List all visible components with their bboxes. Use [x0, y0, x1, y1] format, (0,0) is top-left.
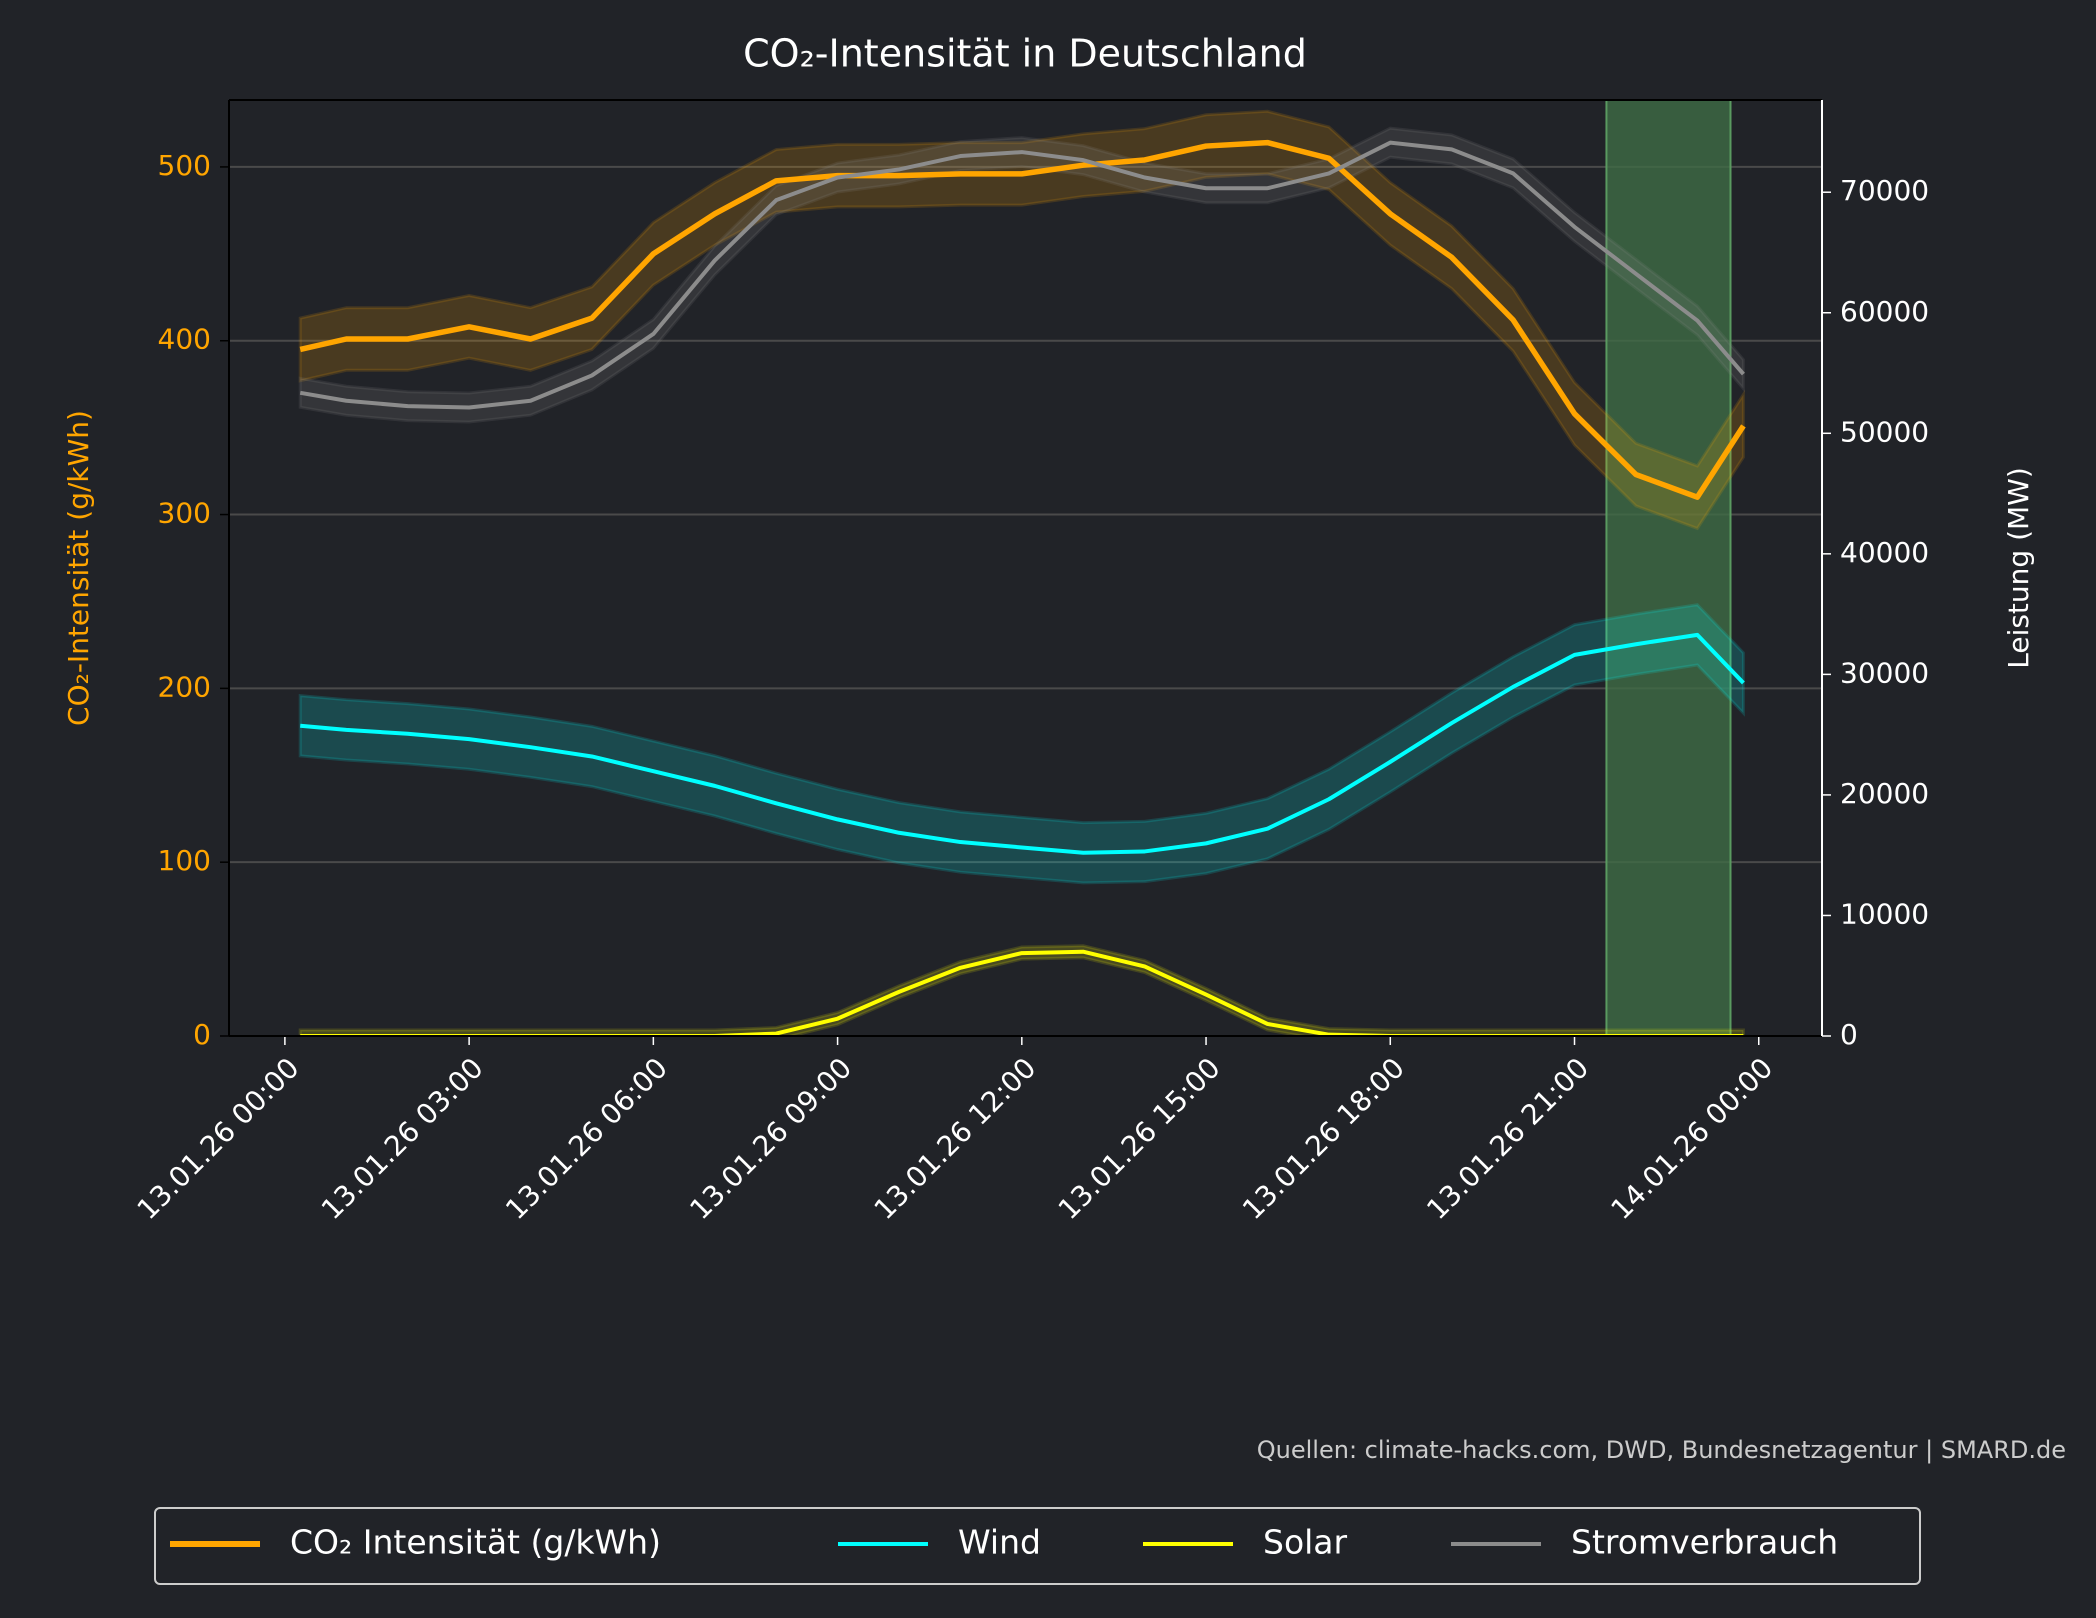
highlight-span — [1605, 100, 1732, 1036]
y-tick-label: 0 — [193, 1018, 211, 1051]
legend — [154, 1507, 1921, 1585]
y2-tick-label: 40000 — [1840, 536, 1929, 569]
legend-label: CO₂ Intensität (g/kWh) — [290, 1523, 661, 1562]
y-tick-label: 400 — [158, 323, 211, 356]
uncertainty-band — [298, 109, 1745, 531]
y2-axis-label: Leistung (MW) — [2002, 467, 2035, 669]
series-line — [300, 949, 1744, 1036]
legend-label: Wind — [958, 1523, 1041, 1562]
y-tick-label: 500 — [158, 149, 211, 182]
y2-tick-label: 0 — [1840, 1018, 1858, 1051]
series-line — [299, 139, 1746, 500]
legend-label: Solar — [1263, 1523, 1348, 1562]
y2-tick-label: 30000 — [1840, 656, 1929, 689]
y2-tick-label: 50000 — [1840, 415, 1929, 448]
y2-tick-label: 60000 — [1840, 295, 1929, 328]
y-axis-label: CO₂-Intensität (g/kWh) — [62, 410, 95, 726]
y-tick-label: 300 — [158, 497, 211, 530]
y-tick-label: 100 — [158, 844, 211, 877]
series-line — [300, 632, 1745, 855]
uncertainty-band — [298, 944, 1745, 1036]
y-tick-label: 200 — [158, 670, 211, 703]
uncertainty-band — [298, 603, 1745, 885]
y2-tick-label: 70000 — [1840, 174, 1929, 207]
source-note: Quellen: climate-hacks.com, DWD, Bundesn… — [1257, 1436, 2066, 1464]
chart-title: CO₂-Intensität in Deutschland — [743, 32, 1307, 76]
y2-tick-label: 10000 — [1840, 897, 1929, 930]
series-line — [299, 140, 1745, 410]
legend-label: Stromverbrauch — [1571, 1523, 1838, 1562]
plot-clip — [229, 100, 1822, 1036]
y2-tick-label: 20000 — [1840, 777, 1929, 810]
